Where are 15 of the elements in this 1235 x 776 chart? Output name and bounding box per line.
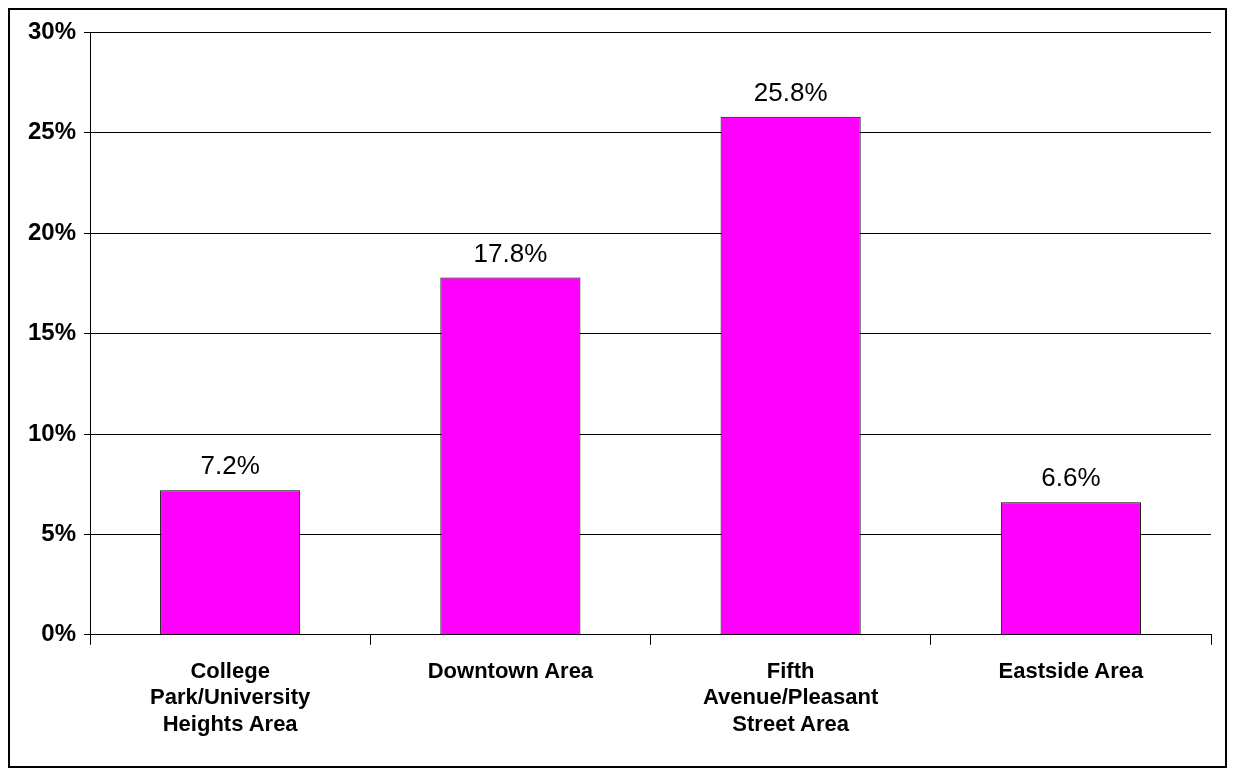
data-label: 6.6% <box>1041 462 1101 493</box>
y-tick-label: 30% <box>27 17 77 45</box>
x-tick-label: Downtown Area <box>427 658 594 684</box>
data-label: 17.8% <box>473 237 548 268</box>
data-label: 25.8% <box>753 76 828 107</box>
x-tick-label: College Park/University Heights Area <box>150 658 312 736</box>
y-tick-label: 5% <box>41 519 77 547</box>
x-tick-label: Eastside Area <box>998 658 1144 684</box>
y-tick-label: 0% <box>41 619 77 647</box>
y-tick-label: 15% <box>27 318 77 346</box>
y-tick-label: 20% <box>27 217 77 245</box>
x-tick-label: Fifth Avenue/Pleasant Street Area <box>703 658 879 736</box>
data-label: 7.2% <box>200 450 260 481</box>
y-tick-label: 10% <box>27 418 77 446</box>
y-tick-label: 25% <box>27 117 77 145</box>
